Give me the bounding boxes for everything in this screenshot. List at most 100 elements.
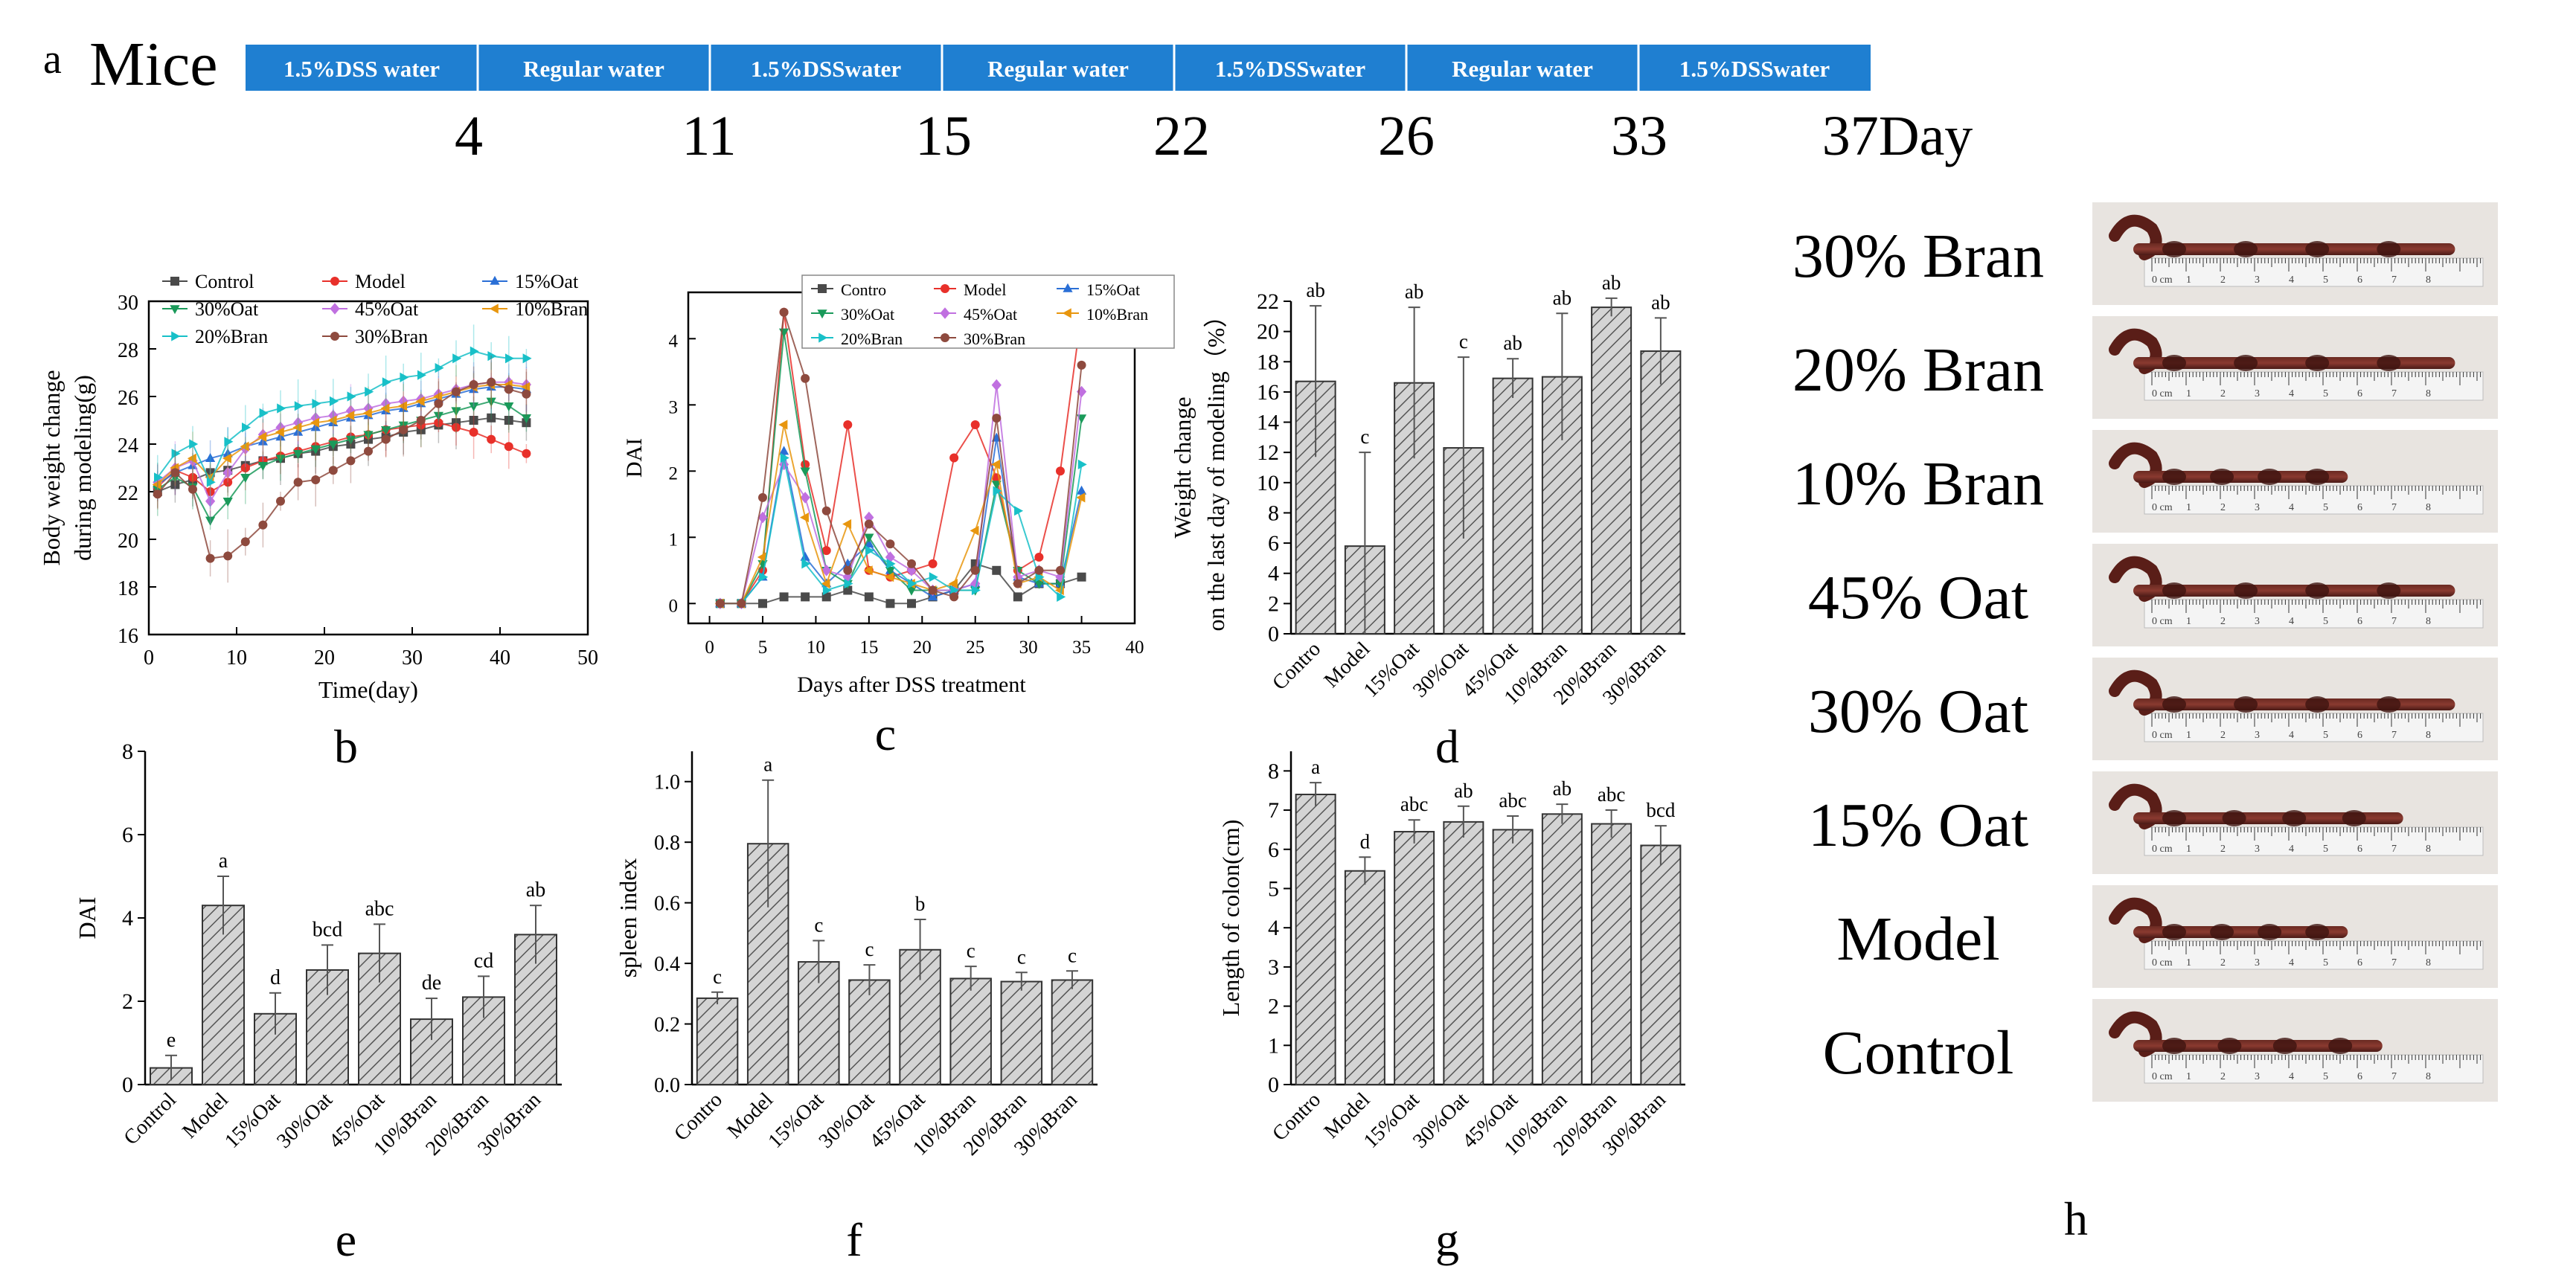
y-tick-label: 2 bbox=[669, 463, 679, 484]
data-point bbox=[469, 416, 478, 425]
data-point bbox=[504, 416, 513, 425]
y-tick-label: 28 bbox=[118, 339, 138, 362]
ruler: 0 cm 1 2 3 4 5 6 7 8 bbox=[2144, 257, 2484, 287]
svg-text:4: 4 bbox=[2289, 1071, 2294, 1082]
legend-label: Contro bbox=[841, 280, 886, 299]
timeline-segment: 1.5%DSSwater bbox=[1637, 45, 1871, 91]
legend-marker bbox=[1062, 308, 1071, 318]
ruler: 0 cm 1 2 3 4 5 6 7 8 bbox=[2144, 485, 2484, 515]
data-point bbox=[991, 481, 1002, 490]
timeline-day-label: 4 bbox=[455, 105, 483, 167]
y-tick-label: 0 bbox=[122, 1073, 133, 1097]
legend-label: 30%Bran bbox=[964, 330, 1025, 348]
legend-item: Model bbox=[322, 271, 406, 292]
data-point bbox=[222, 466, 233, 479]
bar bbox=[1492, 829, 1534, 1085]
data-point bbox=[801, 559, 811, 569]
data-point bbox=[1076, 492, 1086, 503]
timeline-segment-label: Regular water bbox=[1452, 56, 1593, 82]
svg-text:4: 4 bbox=[2289, 730, 2294, 741]
legend-label: 20%Bran bbox=[841, 330, 903, 348]
data-point bbox=[992, 565, 1002, 575]
chart-body-weight: 0 10 20 30 40 50 16 18 20 22 24 26 28 30 Control Model 1… bbox=[38, 271, 598, 773]
y-tick-label: 26 bbox=[118, 387, 138, 410]
y-tick-label: 0 bbox=[669, 596, 679, 616]
data-point bbox=[452, 423, 461, 432]
data-point bbox=[435, 363, 444, 373]
timeline-segment-bar bbox=[1638, 45, 1871, 91]
category-label: 30%Oat bbox=[272, 1088, 337, 1153]
data-point bbox=[170, 480, 180, 489]
data-point bbox=[991, 459, 1001, 469]
ruler: 0 cm 1 2 3 4 5 6 7 8 bbox=[2144, 713, 2484, 742]
data-point bbox=[363, 402, 374, 414]
panel-label-h: h bbox=[2064, 1192, 2088, 1245]
data-point bbox=[906, 565, 917, 577]
data-point bbox=[257, 436, 268, 446]
data-point bbox=[381, 434, 391, 444]
ruler-zero-label: 0 cm bbox=[2152, 730, 2173, 741]
y-tick-label: 8 bbox=[1268, 759, 1279, 783]
significance-letter: ab bbox=[1306, 279, 1324, 301]
series-10-bran bbox=[714, 420, 1086, 608]
data-point bbox=[906, 586, 917, 596]
svg-text:6: 6 bbox=[2357, 844, 2362, 855]
bar bbox=[254, 1012, 297, 1086]
data-point bbox=[311, 475, 321, 484]
colon-tissue bbox=[2109, 897, 2348, 943]
data-point bbox=[328, 440, 339, 450]
data-point bbox=[522, 449, 531, 458]
legend-label: Model bbox=[964, 280, 1006, 299]
y-tick-label: 8 bbox=[1268, 501, 1279, 525]
svg-text:5: 5 bbox=[2323, 957, 2328, 969]
significance-letter: c bbox=[1360, 425, 1369, 448]
legend-marker bbox=[940, 307, 950, 319]
legend-marker bbox=[489, 304, 499, 314]
timeline-segment-bar bbox=[942, 45, 1174, 91]
series-30-oat bbox=[153, 379, 531, 530]
y-tick-label: 10 bbox=[1257, 471, 1279, 495]
legend-label: 30%Bran bbox=[355, 326, 428, 347]
data-point bbox=[799, 513, 809, 523]
y-tick-label: 8 bbox=[122, 739, 133, 764]
ruler: 0 cm 1 2 3 4 5 6 7 8 bbox=[2144, 940, 2484, 970]
category-label: Control bbox=[120, 1088, 182, 1150]
significance-letter: ab bbox=[1503, 332, 1522, 354]
y-tick-label: 18 bbox=[118, 577, 138, 600]
svg-text:7: 7 bbox=[2391, 388, 2397, 399]
timeline-segment-bar bbox=[1174, 45, 1406, 91]
data-point bbox=[715, 599, 725, 608]
significance-letter: ab bbox=[1405, 280, 1423, 303]
panel-label: g bbox=[1435, 1213, 1459, 1266]
data-point bbox=[240, 441, 249, 452]
data-point bbox=[991, 379, 1002, 391]
colon-tissue bbox=[2109, 669, 2455, 716]
data-point bbox=[398, 401, 407, 411]
legend-marker bbox=[941, 333, 949, 342]
svg-text:1: 1 bbox=[2186, 502, 2191, 513]
ruler: 0 cm 1 2 3 4 5 6 7 8 bbox=[2144, 599, 2484, 629]
svg-text:2: 2 bbox=[2220, 844, 2226, 855]
x-tick-label: 30 bbox=[402, 646, 423, 669]
data-point bbox=[970, 525, 979, 536]
y-tick-label: 4 bbox=[1268, 916, 1279, 940]
significance-letter: a bbox=[1311, 756, 1320, 778]
legend-marker bbox=[818, 333, 828, 343]
x-tick-label: 30 bbox=[1019, 638, 1038, 658]
y-tick-label: 30 bbox=[118, 292, 138, 315]
data-point bbox=[864, 533, 874, 543]
svg-text:5: 5 bbox=[2323, 388, 2328, 399]
legend-item: Contro bbox=[811, 280, 886, 299]
data-point bbox=[504, 385, 513, 394]
x-tick-label: 0 bbox=[705, 638, 714, 658]
y-axis-label: DAI bbox=[74, 897, 100, 940]
data-point bbox=[844, 579, 853, 589]
data-point bbox=[885, 599, 895, 608]
svg-text:6: 6 bbox=[2357, 502, 2362, 513]
ruler-zero-label: 0 cm bbox=[2152, 957, 2173, 969]
data-point bbox=[949, 592, 959, 602]
data-point bbox=[1013, 579, 1022, 588]
panel-label: d bbox=[1435, 720, 1459, 773]
photo-label: 15% Oat bbox=[1808, 791, 2028, 860]
timeline-day-label: 33 bbox=[1611, 105, 1667, 167]
